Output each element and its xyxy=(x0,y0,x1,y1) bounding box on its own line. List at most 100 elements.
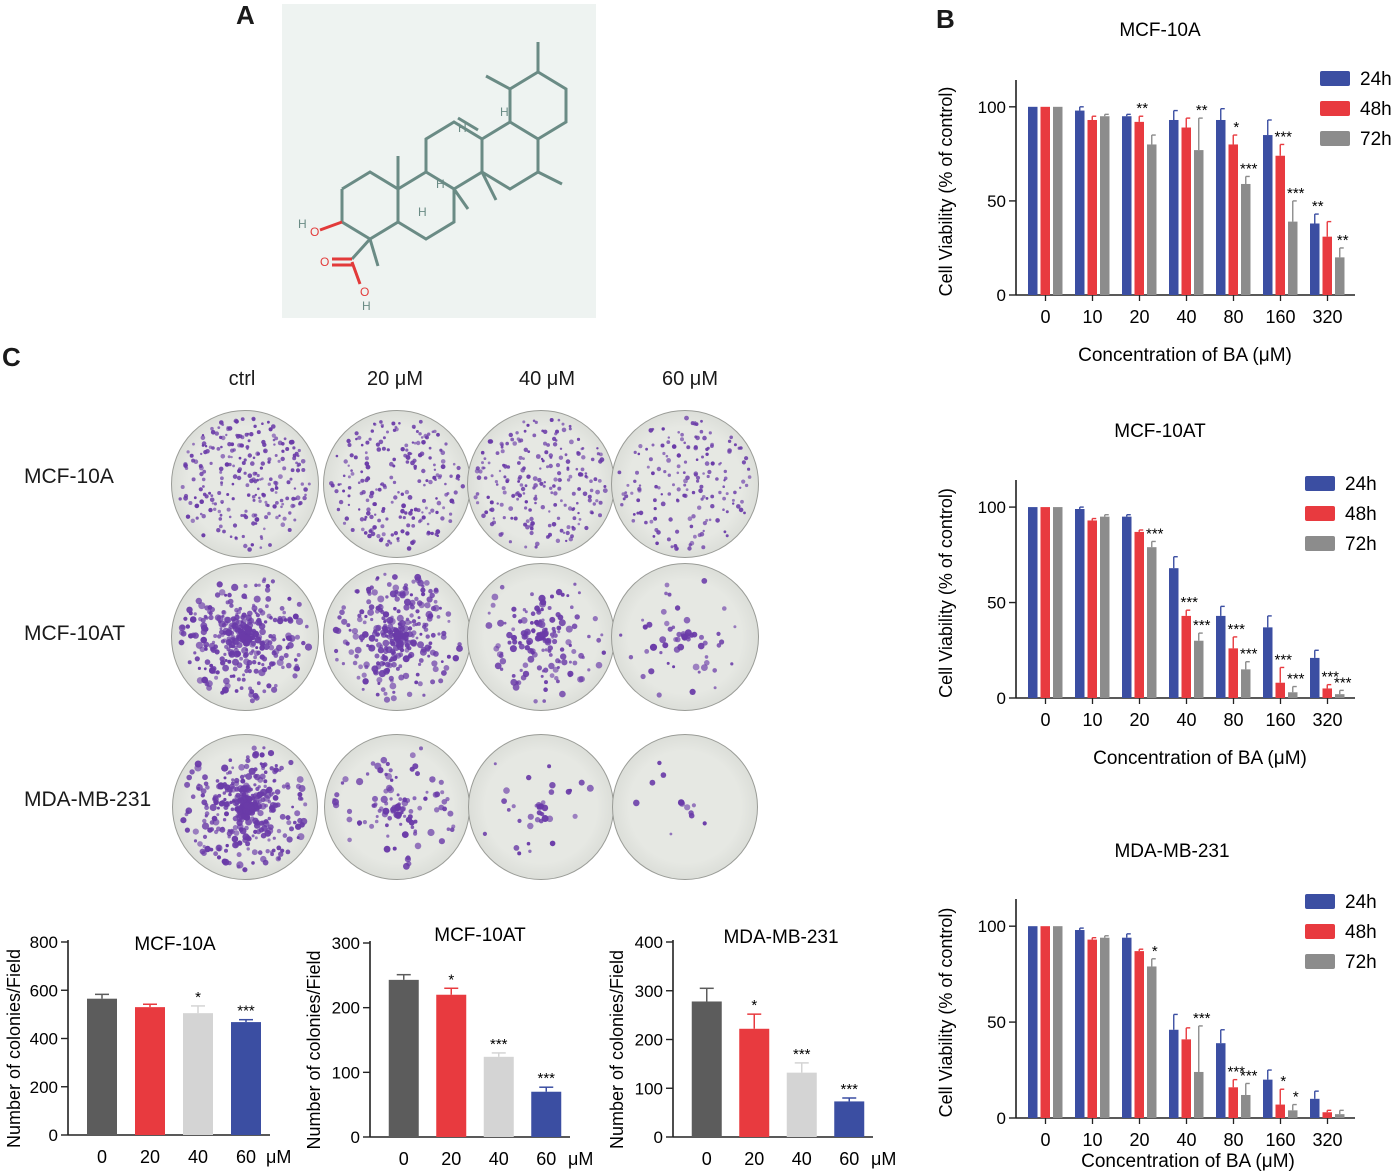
colony-dot xyxy=(547,534,551,538)
colony-dot xyxy=(253,767,258,772)
colony-dot xyxy=(386,430,389,434)
colony-dot xyxy=(638,484,642,487)
colony-dot xyxy=(203,450,208,455)
colony-dot xyxy=(427,432,431,436)
colony-dot xyxy=(234,536,238,540)
colony-dot xyxy=(475,492,480,496)
colony-dot xyxy=(676,464,681,469)
colony-dot xyxy=(225,629,233,637)
colony-dot xyxy=(201,533,206,538)
colony-dot xyxy=(511,606,517,612)
colony-dot xyxy=(530,611,536,616)
colony-dot xyxy=(214,592,221,598)
colony-dot xyxy=(245,788,250,793)
bar-48h xyxy=(1040,106,1050,296)
colony-dot xyxy=(382,655,389,662)
colony-dot xyxy=(633,799,640,807)
legend-label: 24h xyxy=(1345,474,1377,495)
colony-dot xyxy=(624,494,629,499)
colony-dot xyxy=(671,625,676,630)
colony-dot xyxy=(540,505,545,510)
colony-dot xyxy=(187,660,192,665)
colony-dot xyxy=(671,444,677,449)
bar-72h xyxy=(1241,1094,1251,1118)
y-tick-label: 0 xyxy=(997,286,1006,305)
colony-dot xyxy=(365,440,370,445)
colony-dot xyxy=(370,429,374,433)
colony-dot xyxy=(259,628,266,636)
colony-dot xyxy=(225,600,230,605)
colony-plate xyxy=(611,410,759,558)
colony-dot xyxy=(496,502,499,505)
colony-dot xyxy=(712,668,717,673)
colony-dot xyxy=(254,471,258,475)
ring-e-bond xyxy=(508,70,568,141)
colony-dot xyxy=(202,485,205,488)
colony-dot xyxy=(251,834,255,838)
colony-dots xyxy=(178,416,311,552)
significance-mark: * xyxy=(448,971,454,988)
colony-dot xyxy=(630,491,634,495)
colony-dot xyxy=(342,474,346,478)
colony-dot xyxy=(220,633,225,637)
bar-24h xyxy=(1169,119,1179,295)
colony-dot xyxy=(411,524,416,528)
colony-dot xyxy=(534,420,538,424)
colony-dot xyxy=(228,651,236,658)
colony-dot xyxy=(407,495,413,500)
colony-dot xyxy=(386,834,390,838)
colony-bar xyxy=(231,1022,261,1135)
colony-dot xyxy=(204,494,209,499)
colony-dot xyxy=(676,498,679,502)
colony-dot xyxy=(415,609,420,614)
colony-dot xyxy=(410,460,415,466)
colony-dot xyxy=(215,670,220,675)
colony-dot xyxy=(251,745,257,751)
colony-dot xyxy=(653,498,657,503)
colony-dot xyxy=(251,477,256,482)
colony-dot xyxy=(380,687,386,692)
colony-dot xyxy=(272,769,278,775)
colony-dot xyxy=(438,779,444,785)
colony-plate xyxy=(467,563,615,711)
colony-dot xyxy=(581,655,585,660)
colony-dot xyxy=(495,643,501,649)
colony-dot xyxy=(526,474,531,479)
colony-dot xyxy=(677,431,680,434)
colony-dot xyxy=(523,447,528,452)
colony-dot xyxy=(513,516,518,521)
colony-dot xyxy=(201,822,210,830)
colony-dot xyxy=(428,511,431,515)
colony-dot xyxy=(398,652,404,658)
bar-24h xyxy=(1169,1029,1179,1118)
colony-dot xyxy=(267,420,270,424)
colony-dot xyxy=(347,494,351,498)
colony-dot xyxy=(531,651,538,658)
colony-dot xyxy=(704,660,710,666)
colony-dot xyxy=(265,583,270,589)
colony-dot xyxy=(449,827,455,832)
colony-dot xyxy=(691,631,698,638)
colony-dot xyxy=(209,461,213,465)
colony-dot xyxy=(667,626,673,632)
colony-dot xyxy=(246,619,253,625)
colony-dot xyxy=(526,637,534,645)
colony-dot xyxy=(528,849,532,853)
y-axis-label: Number of colonies/Field xyxy=(304,950,324,1149)
colony-dot xyxy=(518,455,523,460)
colony-dot xyxy=(490,602,496,608)
colony-dot xyxy=(644,520,648,525)
colony-dot xyxy=(536,810,542,816)
colony-dot xyxy=(741,460,746,465)
colony-dot xyxy=(411,579,416,584)
double-bond xyxy=(457,116,479,132)
colony-dot xyxy=(285,849,291,855)
colony-dot xyxy=(525,519,530,523)
significance-mark: *** xyxy=(490,1036,508,1053)
colony-dot xyxy=(203,781,209,787)
colony-dot xyxy=(295,617,304,625)
atom-oxygen: O xyxy=(320,255,329,269)
colony-dot xyxy=(675,529,680,534)
colony-plate xyxy=(172,734,318,880)
colony-dot xyxy=(246,432,250,436)
